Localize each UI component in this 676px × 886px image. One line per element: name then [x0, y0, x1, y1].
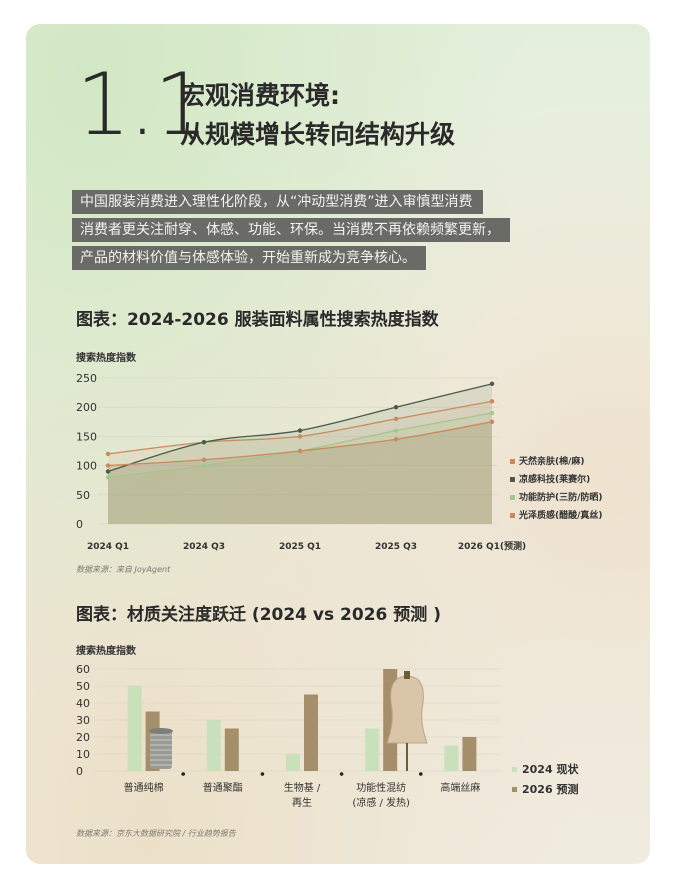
y-tick-label: 250	[76, 372, 97, 385]
data-point	[393, 428, 399, 433]
legend-label: 光泽质感(醋酸/真丝)	[518, 509, 603, 521]
legend-swatch	[510, 513, 515, 518]
data-point	[297, 428, 303, 433]
x-tick-label: 2025 Q1	[279, 542, 321, 552]
legend-swatch	[512, 767, 517, 772]
data-point	[393, 416, 399, 422]
chart2-heading: 图表：材质关注度跃迁 (2024 vs 2026 预测 )	[76, 605, 441, 625]
y-tick-label: 150	[76, 430, 97, 443]
legend-label: 天然亲肤(棉/麻)	[519, 455, 585, 467]
intro-line-2: 消费者更关注耐穿、体感、功能、环保。当消费不再依赖频繁更新，	[72, 218, 510, 242]
data-point	[489, 381, 495, 387]
y-tick-label: 40	[76, 697, 90, 710]
legend-label: 凉感科技(莱赛尔)	[519, 473, 590, 485]
data-point	[297, 448, 303, 454]
data-point	[297, 434, 303, 439]
y-tick-label: 100	[76, 460, 97, 473]
x-tick-label: 生物基 /	[284, 781, 321, 794]
bar-chart: 0 10 20 30 40 50 60 普通纯棉 普通聚酯 生物基 / 再生 功能性混纺 (凉感 / 发…	[76, 663, 579, 809]
bar	[462, 737, 477, 771]
x-tick-label: 2024 Q1	[87, 542, 129, 552]
intro-line-1: 中国服装消费进入理性化阶段，从“冲动型消费”进入审慎型消费	[72, 190, 483, 214]
spool-top	[149, 728, 173, 734]
dress-form-neck	[404, 671, 410, 679]
legend-swatch	[510, 477, 515, 482]
section-title-line2: 从规模增长转向结构升级	[180, 120, 456, 149]
y-tick-label: 50	[76, 489, 90, 502]
legend-label: 2024 现状	[522, 762, 579, 776]
category-separator	[419, 772, 423, 776]
thread-spool-illustration	[149, 728, 173, 769]
x-tick-label: 高端丝麻	[440, 781, 480, 794]
chart1-heading: 图表：2024-2026 服装面料属性搜索热度指数	[76, 310, 439, 330]
data-point	[105, 463, 111, 468]
data-point	[489, 419, 495, 424]
section-number: 1.1	[76, 55, 209, 155]
x-tick-label: 2024 Q3	[183, 542, 225, 552]
data-point	[201, 457, 207, 462]
bar	[206, 720, 221, 771]
dress-form-body	[386, 675, 428, 744]
legend-label: 2026 预测	[522, 782, 578, 796]
bar	[304, 694, 318, 771]
bar	[127, 686, 142, 771]
category-separator	[181, 772, 185, 776]
chart1-ylabel: 搜索热度指数	[76, 353, 136, 364]
y-tick-label: 50	[76, 680, 90, 693]
bar	[444, 745, 459, 771]
data-point	[393, 437, 399, 442]
series-area	[108, 421, 492, 524]
data-point	[201, 440, 207, 445]
intro-line-3: 产品的材料价值与体感体验，开始重新成为竞争核心。	[72, 246, 426, 270]
y-tick-label: 60	[76, 663, 90, 676]
chart1-source: 数据来源：来自 JoyAgent	[76, 565, 171, 574]
x-tick-label: 普通纯棉	[124, 781, 164, 794]
category-separator	[260, 772, 265, 776]
x-tick-label: 普通聚酯	[203, 781, 243, 794]
x-tick-label: 再生	[292, 796, 312, 809]
data-point	[105, 469, 111, 474]
data-point	[393, 405, 399, 410]
chart2-source: 数据来源：京东大数据研究院 / 行业趋势报告	[76, 829, 236, 838]
y-tick-label: 30	[76, 714, 90, 727]
data-point	[201, 463, 207, 468]
section-title-line1: 宏观消费环境:	[180, 81, 340, 110]
x-tick-label: 2025 Q3	[375, 542, 417, 552]
data-point	[105, 475, 111, 480]
legend-label: 功能防护(三防/防晒)	[519, 491, 603, 503]
legend-swatch	[512, 787, 517, 792]
chart2-ylabel: 搜索热度指数	[76, 646, 136, 657]
y-tick-label: 0	[76, 518, 83, 531]
legend-swatch	[510, 459, 515, 464]
y-tick-label: 20	[76, 731, 90, 744]
x-tick-label: 2026 Q1(预测)	[458, 540, 526, 552]
data-point	[105, 451, 111, 457]
legend-swatch	[510, 495, 515, 500]
category-separator	[339, 772, 344, 776]
data-point	[489, 399, 495, 404]
dress-form-illustration	[386, 671, 428, 771]
y-tick-label: 200	[76, 401, 97, 414]
x-tick-label: 功能性混纺	[356, 781, 406, 794]
line-chart: 0 50 100 150 200 250 2024 Q1 2024 Q3 2025 Q1 2025…	[76, 372, 603, 552]
bar	[365, 728, 380, 771]
y-tick-label: 10	[76, 748, 90, 761]
bar	[224, 728, 239, 771]
bar	[286, 754, 300, 771]
data-point	[489, 410, 495, 416]
x-tick-label: (凉感 / 发热)	[352, 796, 410, 809]
y-tick-label: 0	[76, 765, 83, 778]
